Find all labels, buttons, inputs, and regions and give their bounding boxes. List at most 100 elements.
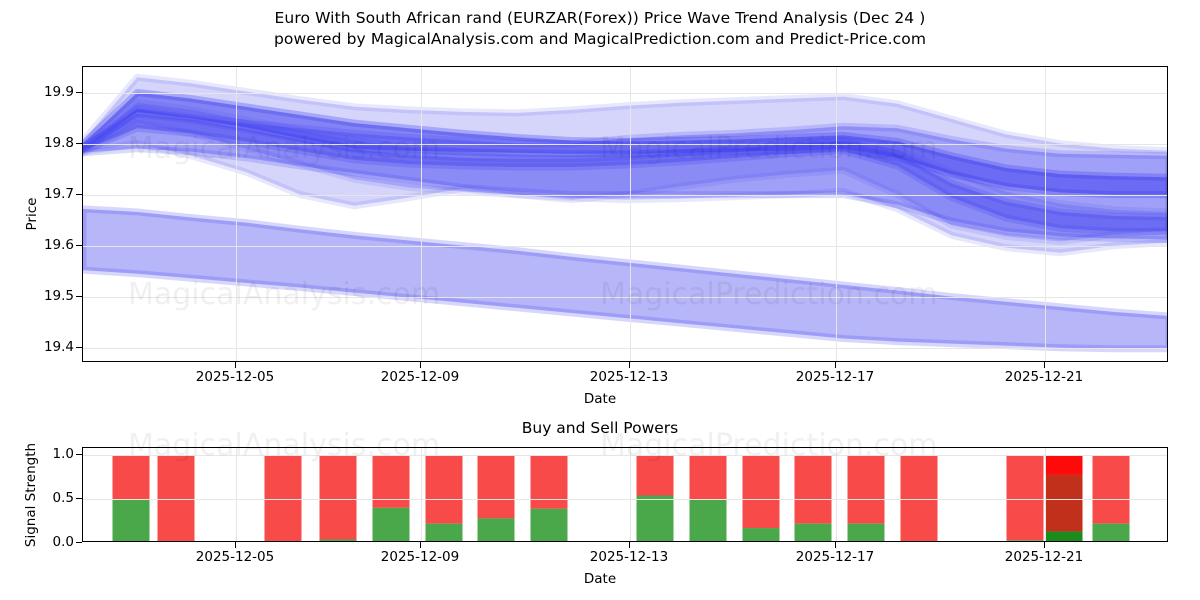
- price-gridline-vertical: [836, 67, 837, 361]
- price-y-tickmark: [76, 346, 82, 348]
- signal-x-tick-label: 2025-12-09: [380, 549, 460, 565]
- signal-gridline-horizontal: [83, 455, 1167, 457]
- price-y-tickmark: [76, 244, 82, 246]
- price-gridline-vertical: [630, 67, 631, 361]
- price-gridline-vertical: [421, 67, 422, 361]
- bar-buy-3: [319, 539, 357, 541]
- price-y-tick-label: 19.4: [43, 338, 74, 355]
- bar-buy-16: [1092, 523, 1130, 541]
- bar-buy-11: [794, 523, 832, 541]
- bar-sell-8: [636, 455, 674, 496]
- price-y-tickmark: [76, 193, 82, 195]
- bar-sell-16: [1092, 455, 1130, 524]
- bar-buy-12: [847, 523, 885, 541]
- bar-sell-12: [847, 455, 885, 524]
- price-y-tick-labels: 19.4 19.5 19.6 19.7 19.8 19.9: [8, 66, 74, 362]
- price-x-tickmark: [235, 362, 237, 368]
- bar-sell-5: [425, 455, 463, 524]
- bar-buy-5: [425, 523, 463, 541]
- bar-buy-4: [372, 507, 410, 541]
- wave-band-lower-fan-band: [83, 102, 1167, 242]
- signal-x-tick-label: 2025-12-05: [195, 549, 275, 565]
- bar-sell-7: [530, 455, 568, 509]
- price-x-tick-label: 2025-12-05: [195, 369, 275, 385]
- signal-y-tickmark: [76, 454, 82, 456]
- price-y-tick-label: 19.7: [43, 185, 74, 202]
- price-x-tickmark: [1044, 362, 1046, 368]
- price-gridline-horizontal: [83, 194, 1167, 196]
- bar-buy-14: [1006, 540, 1044, 541]
- signal-y-tick-labels: 0.0 0.5 1.0: [8, 446, 74, 550]
- bar-sell-10: [742, 455, 780, 529]
- bar-sell-highlight-bright-15: [1045, 455, 1083, 475]
- price-y-tick-label: 19.5: [43, 287, 74, 304]
- bar-sell-3: [319, 455, 357, 540]
- price-y-tick-label: 19.9: [43, 83, 74, 100]
- signal-x-tick-label: 2025-12-21: [1004, 549, 1084, 565]
- price-x-tick-label: 2025-12-21: [1004, 369, 1084, 385]
- signal-gridline-horizontal: [83, 499, 1167, 501]
- signal-gridline-vertical: [836, 448, 837, 541]
- price-wave-bands: [83, 73, 1167, 353]
- signal-x-axis-label: Date: [583, 571, 617, 587]
- bar-sell-1: [157, 455, 195, 541]
- price-y-tickmark: [76, 142, 82, 144]
- price-gridline-horizontal: [83, 296, 1167, 298]
- bar-buy-6: [477, 518, 515, 541]
- price-x-tick-label: 2025-12-13: [589, 369, 669, 385]
- price-y-axis-label: Price: [24, 197, 40, 231]
- bar-sell-13: [900, 455, 938, 541]
- signal-x-tickmark: [1044, 542, 1046, 548]
- signal-gridline-vertical: [630, 448, 631, 541]
- signal-gridline-vertical: [421, 448, 422, 541]
- signal-x-tickmark: [835, 542, 837, 548]
- price-x-tickmark: [629, 362, 631, 368]
- bar-buy-10: [742, 528, 780, 541]
- signal-subplot-title: Buy and Sell Powers: [521, 419, 679, 437]
- signal-x-tickmark: [629, 542, 631, 548]
- price-x-axis-label: Date: [583, 391, 617, 407]
- bar-sell-6: [477, 455, 515, 519]
- bar-buy-7: [530, 508, 568, 541]
- signal-y-tick-label: 0.5: [52, 490, 74, 507]
- bar-buy-9: [689, 499, 727, 541]
- signal-x-tick-label: 2025-12-13: [589, 549, 669, 565]
- figure-title-line-2: powered by MagicalAnalysis.com and Magic…: [273, 30, 927, 48]
- price-x-tick-label: 2025-12-17: [795, 369, 875, 385]
- price-y-tickmark: [76, 91, 82, 93]
- buy-sell-power-bars: [112, 455, 1130, 541]
- signal-gridline-vertical: [236, 448, 237, 541]
- price-gridline-horizontal: [83, 92, 1167, 94]
- bar-buy-highlight-15: [1045, 531, 1083, 541]
- signal-y-tickmark: [76, 498, 82, 500]
- price-y-tick-label: 19.8: [43, 134, 74, 151]
- price-gridline-horizontal: [83, 347, 1167, 349]
- bar-sell-0: [112, 455, 150, 500]
- wave-band-edge-upper-fan-band: [83, 73, 1167, 257]
- signal-x-tickmark: [235, 542, 237, 548]
- bar-sell-2: [264, 455, 302, 541]
- wave-band-tail-narrow-band: [83, 113, 1167, 232]
- wave-band-edge-core-dense-band: [83, 89, 1167, 199]
- price-gridline-horizontal: [83, 143, 1167, 145]
- price-x-tickmark: [835, 362, 837, 368]
- price-gridline-vertical: [236, 67, 237, 361]
- price-wave-plot-area: [82, 66, 1168, 362]
- bar-buy-8: [636, 495, 674, 541]
- signal-gridline-vertical: [1045, 448, 1046, 541]
- signal-y-axis-label: Signal Strength: [23, 442, 39, 548]
- price-x-tickmark: [420, 362, 422, 368]
- price-y-tickmark: [76, 295, 82, 297]
- bar-buy-0: [112, 499, 150, 541]
- signal-strength-plot-area: [82, 447, 1168, 542]
- bar-sell-highlight-dark-15: [1045, 474, 1083, 532]
- signal-y-tick-label: 1.0: [52, 446, 74, 463]
- bar-sell-11: [794, 455, 832, 524]
- price-y-tick-label: 19.6: [43, 236, 74, 253]
- wave-band-edge-lower-fan-band: [83, 99, 1167, 246]
- bar-sell-9: [689, 455, 727, 500]
- wave-band-wide-lower-band: [83, 208, 1167, 349]
- signal-x-tick-label: 2025-12-17: [795, 549, 875, 565]
- wave-band-edge-tail-narrow-band: [83, 110, 1167, 235]
